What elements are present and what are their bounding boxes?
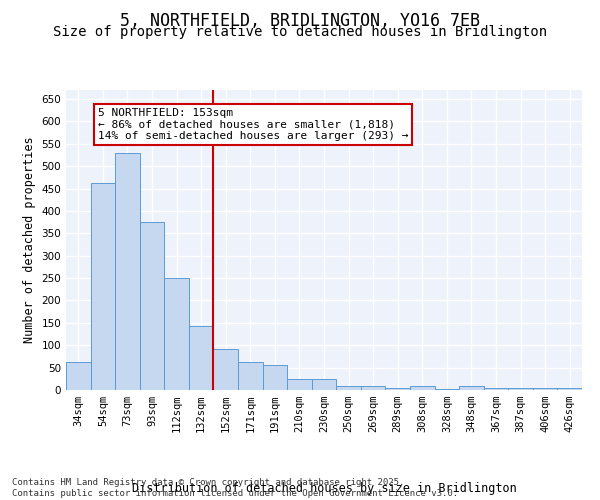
Bar [508,388,533,390]
Bar [115,152,140,390]
Text: 5, NORTHFIELD, BRIDLINGTON, YO16 7EB: 5, NORTHFIELD, BRIDLINGTON, YO16 7EB [120,12,480,30]
Bar [263,366,287,390]
Text: Contains HM Land Registry data © Crown copyright and database right 2025.
Contai: Contains HM Land Registry data © Crown c… [12,478,458,498]
Bar [312,379,336,390]
Text: 5 NORTHFIELD: 153sqm
← 86% of detached houses are smaller (1,818)
14% of semi-de: 5 NORTHFIELD: 153sqm ← 86% of detached h… [98,108,409,141]
Bar [189,326,214,390]
Bar [336,386,361,390]
Bar [164,278,189,390]
Bar [287,379,312,390]
Bar [459,386,484,390]
Bar [238,362,263,390]
Bar [385,388,410,390]
Bar [91,183,115,390]
Text: Size of property relative to detached houses in Bridlington: Size of property relative to detached ho… [53,25,547,39]
Bar [434,388,459,390]
Bar [484,388,508,390]
Y-axis label: Number of detached properties: Number of detached properties [23,136,36,344]
Bar [66,362,91,390]
Bar [214,349,238,390]
Bar [533,388,557,390]
Bar [557,388,582,390]
Bar [361,386,385,390]
X-axis label: Distribution of detached houses by size in Bridlington: Distribution of detached houses by size … [131,482,517,496]
Bar [410,386,434,390]
Bar [140,222,164,390]
